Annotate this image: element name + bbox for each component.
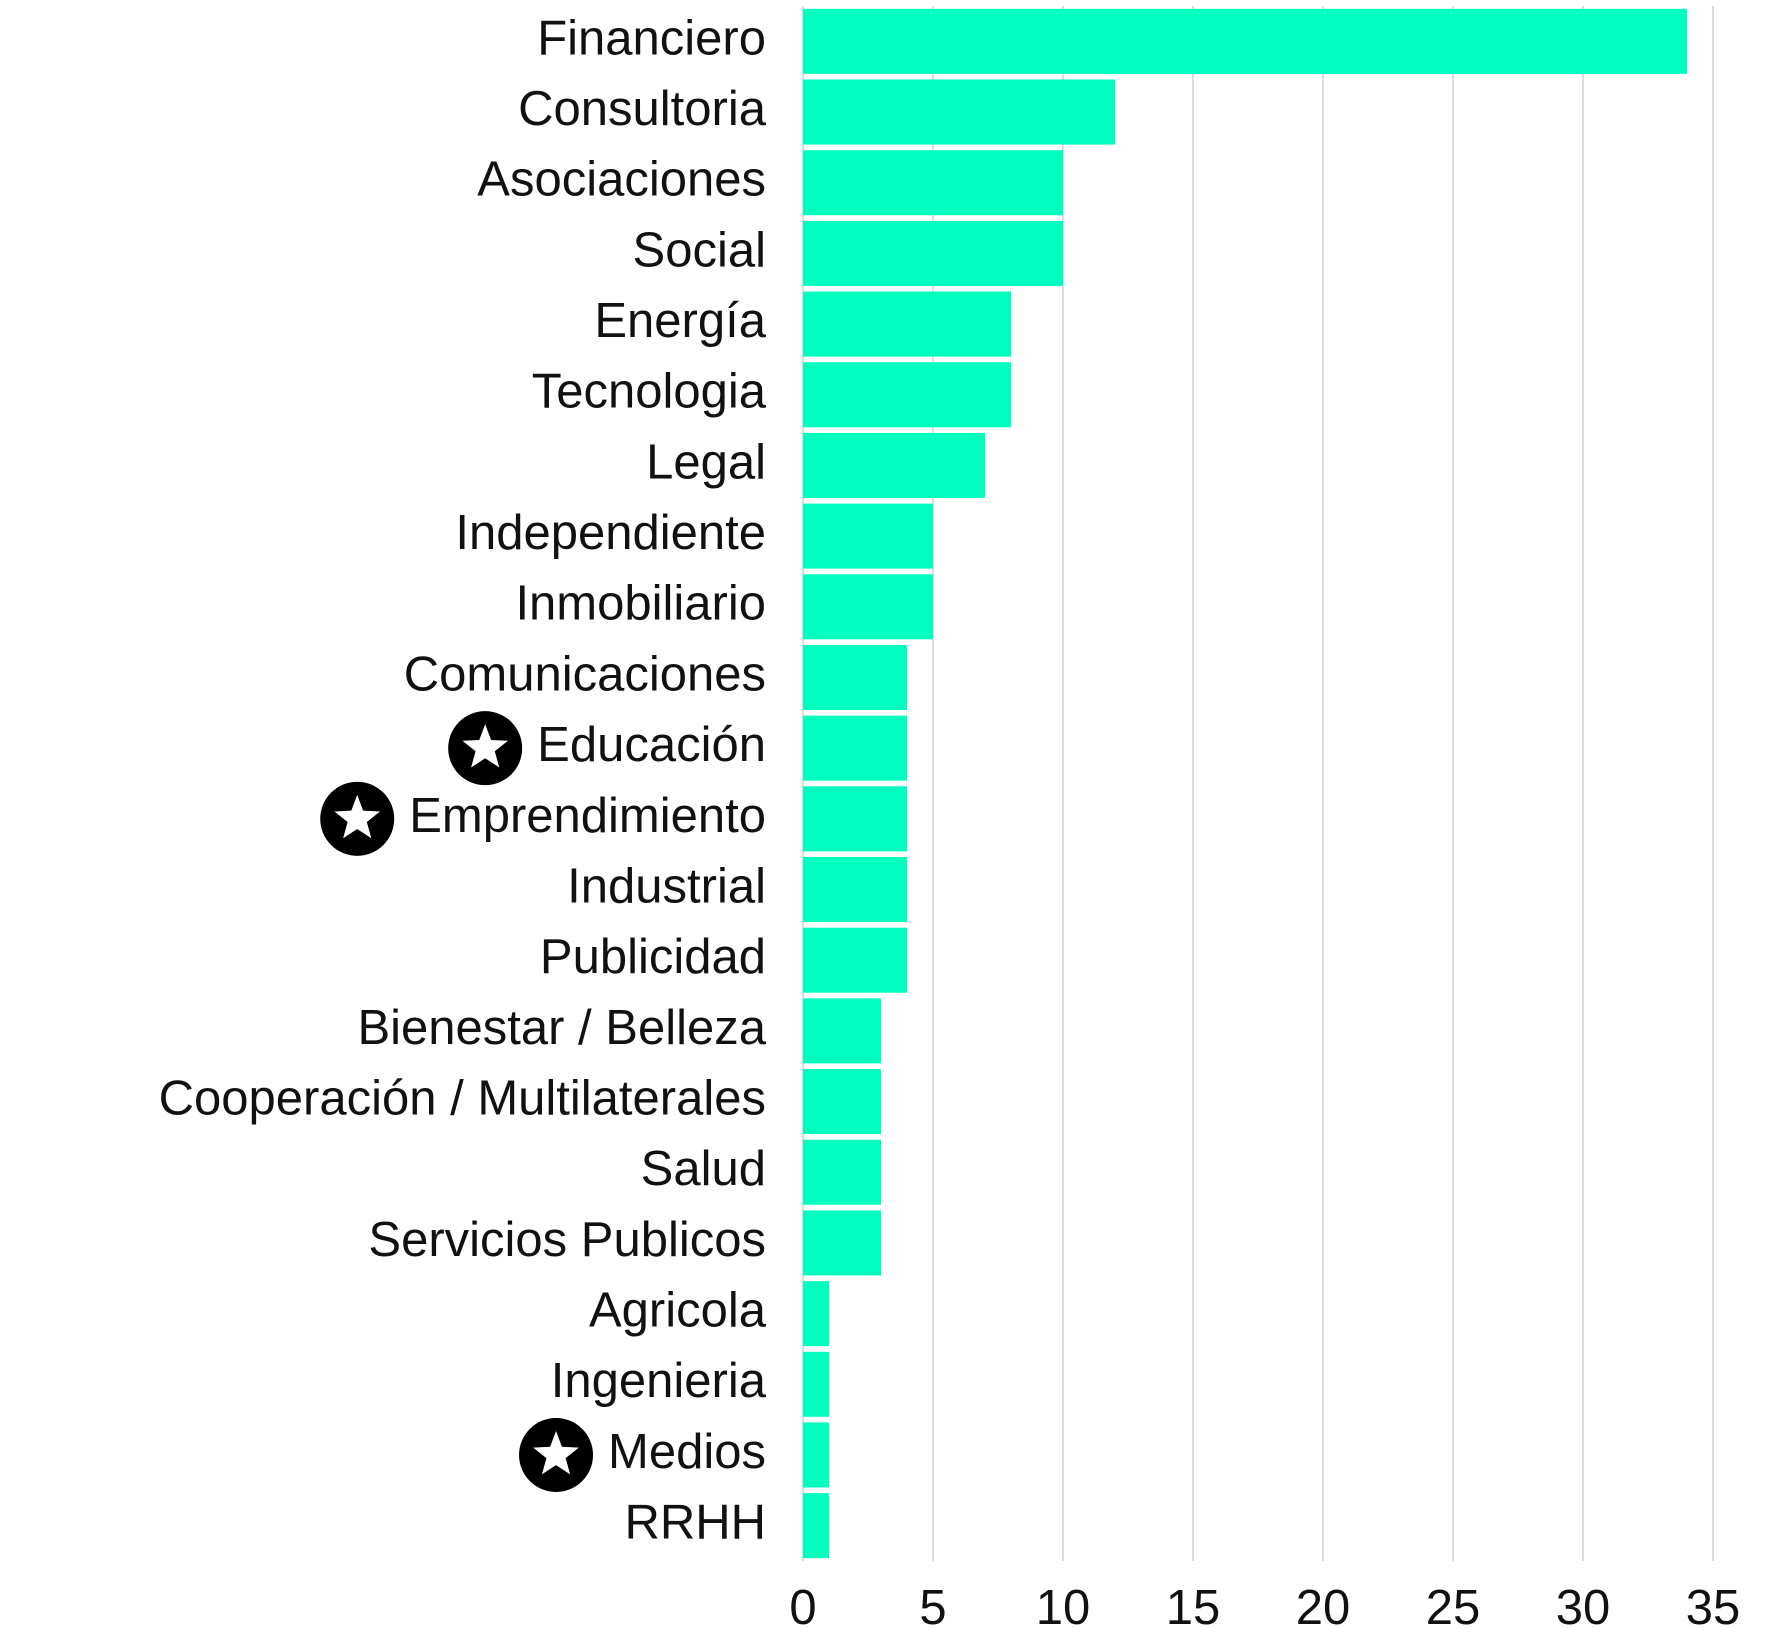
bar [803, 362, 1011, 428]
star-icon [320, 781, 395, 856]
y-tick-label: RRHH [624, 1496, 766, 1550]
bar [803, 503, 933, 569]
y-tick-label: Independiente [455, 506, 766, 560]
bar [803, 220, 1063, 286]
bar [803, 1210, 881, 1276]
bar [803, 786, 907, 852]
y-tick-label: Industrial [567, 859, 766, 913]
y-tick-label: Asociaciones [477, 153, 766, 207]
bar [803, 715, 907, 781]
bar [803, 8, 1687, 74]
y-tick-label: Consultoria [518, 82, 767, 136]
bar [803, 1281, 829, 1347]
bar [803, 1493, 829, 1559]
x-tick-label: 35 [1686, 1581, 1741, 1628]
y-tick-label: Inmobiliario [515, 577, 766, 631]
y-tick-label: Cooperación / Multilaterales [159, 1072, 766, 1126]
y-tick-label: Financiero [537, 11, 766, 65]
y-tick-label: Legal [646, 435, 766, 489]
bar [803, 857, 907, 923]
y-tick-label: Emprendimiento [409, 789, 766, 843]
star [334, 794, 381, 839]
y-tick-label: Publicidad [540, 930, 766, 984]
y-tick-label: Agricola [589, 1284, 767, 1338]
bar [803, 1351, 829, 1417]
y-tick-label: Educación [537, 718, 766, 772]
y-tick-label: Social [633, 223, 766, 277]
x-tick-label: 25 [1426, 1581, 1481, 1628]
x-tick-label: 0 [789, 1581, 816, 1628]
y-tick-label: Tecnologia [532, 365, 767, 419]
bar [803, 1139, 881, 1205]
star [462, 724, 508, 768]
y-tick-label: Salud [641, 1142, 766, 1196]
x-tick-label: 30 [1556, 1581, 1611, 1628]
bar [803, 644, 907, 710]
y-tick-label: Energía [594, 294, 766, 348]
star-icon [519, 1417, 594, 1492]
y-tick-label: Servicios Publicos [368, 1213, 766, 1267]
x-tick-label: 10 [1036, 1581, 1091, 1628]
bar [803, 1069, 881, 1135]
x-tick-label: 15 [1166, 1581, 1221, 1628]
bar [803, 574, 933, 640]
y-tick-label: Comunicaciones [404, 647, 766, 701]
x-tick-label: 5 [919, 1581, 946, 1628]
bar [803, 432, 985, 498]
x-tick-label: 20 [1296, 1581, 1351, 1628]
y-tick-label: Ingenieria [551, 1354, 767, 1408]
y-tick-label: Medios [608, 1425, 766, 1479]
star-icon [448, 711, 523, 786]
bar [803, 927, 907, 993]
bar [803, 291, 1011, 357]
y-tick-label: Bienestar / Belleza [357, 1001, 766, 1055]
star [533, 1430, 579, 1475]
bar [803, 998, 881, 1064]
bar [803, 1422, 829, 1488]
bar [803, 150, 1063, 216]
bar [803, 79, 1115, 145]
